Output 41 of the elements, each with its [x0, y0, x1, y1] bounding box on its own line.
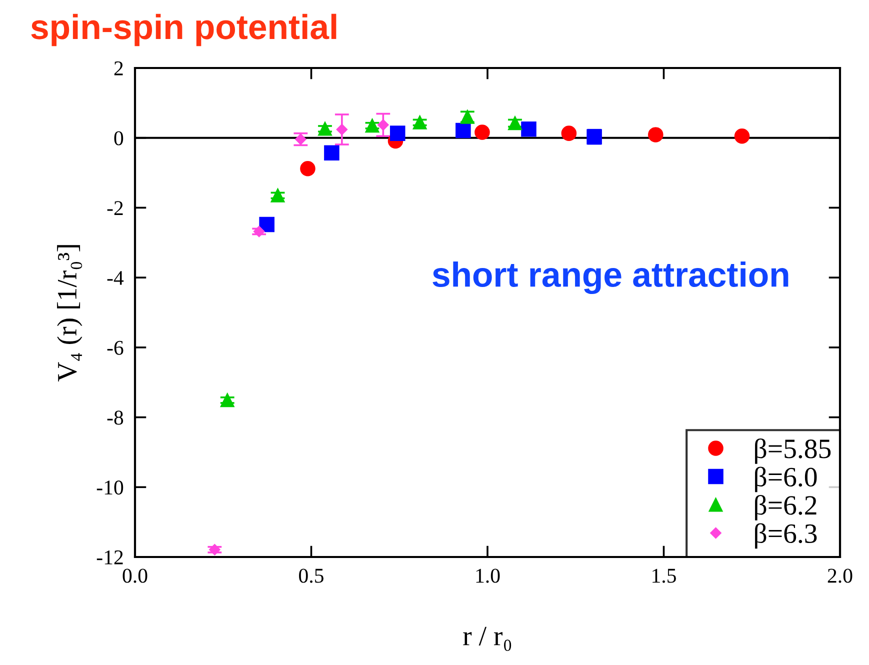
point: [561, 126, 577, 141]
y-tick-label: -2: [107, 201, 123, 215]
x-tick-label: 0.0: [122, 568, 148, 583]
y-tick-label: -8: [107, 410, 124, 425]
point: [648, 127, 664, 142]
point: [295, 134, 306, 145]
point: [209, 544, 220, 556]
y-tick-label: -6: [107, 340, 124, 355]
point: [318, 122, 332, 136]
point: [521, 121, 536, 137]
y-tick-label: 2: [114, 61, 123, 76]
y-axis-title: V₄ (r) [1/r₀³]: [57, 245, 82, 382]
point: [270, 188, 285, 202]
x-axis-title: r / r₀: [463, 626, 512, 651]
legend-label: β=6.2: [755, 494, 816, 520]
point: [259, 216, 274, 232]
point: [324, 145, 340, 161]
point: [456, 122, 471, 138]
point: [390, 126, 406, 141]
y-tick-label: -10: [96, 480, 124, 495]
point: [508, 116, 522, 130]
point: [474, 124, 490, 140]
x-tick-label: 2.0: [828, 568, 852, 583]
x-tick-label: 0.5: [299, 568, 324, 583]
point: [336, 124, 348, 136]
point: [378, 119, 389, 131]
y-tick-label: 0: [114, 131, 124, 146]
chart-title: spin-spin potential: [31, 14, 336, 46]
y-tick-label: -12: [96, 550, 123, 564]
point: [734, 128, 750, 144]
x-tick-label: 1.5: [652, 568, 676, 583]
legend-label: β=5.85: [755, 438, 831, 464]
annotation: short range attraction: [432, 262, 788, 294]
point: [412, 116, 427, 130]
point: [365, 118, 380, 133]
legend-label: β=6.0: [755, 466, 817, 492]
x-tick-label: 1.0: [476, 568, 500, 583]
point: [220, 393, 234, 408]
legend-label: β=6.3: [755, 523, 817, 549]
point: [300, 160, 316, 176]
y-tick-label: -4: [107, 271, 124, 285]
